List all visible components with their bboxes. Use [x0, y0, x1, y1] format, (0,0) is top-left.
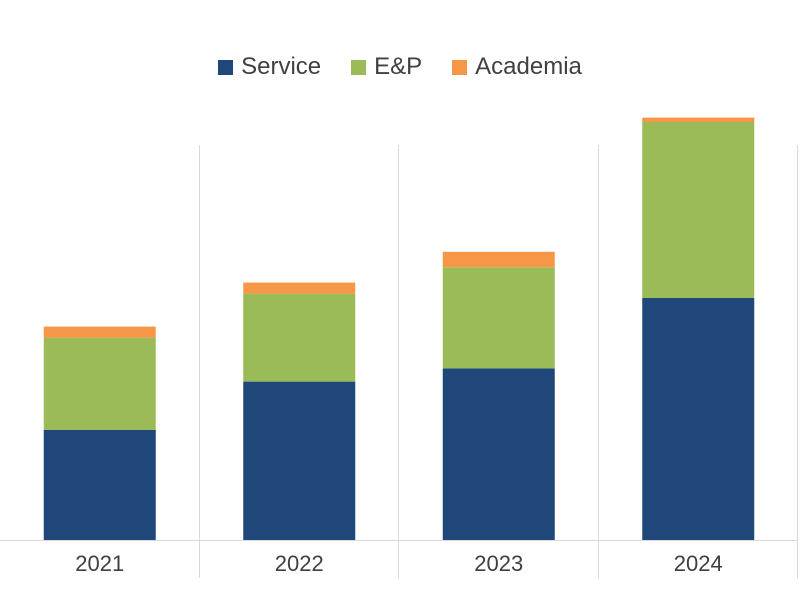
chart-grid [0, 145, 798, 578]
legend-label-ep: E&P [374, 53, 423, 80]
legend-swatch-academia [452, 59, 468, 75]
x-tick-label: 2024 [674, 551, 723, 576]
legend-item-ep[interactable]: E&P [351, 53, 422, 81]
legend-item-academia[interactable]: Academia [452, 53, 582, 81]
bar-e-p-2021[interactable] [43, 337, 156, 430]
bar-academia-2023[interactable] [442, 251, 555, 268]
legend-swatch-ep [351, 59, 367, 75]
x-axis-ticks: 2021 2022 2023 2024 [75, 551, 722, 576]
bar-academia-2024[interactable] [642, 117, 755, 122]
bar-e-p-2024[interactable] [642, 122, 755, 298]
bar-service-2024[interactable] [642, 298, 755, 540]
bar-academia-2021[interactable] [43, 326, 156, 338]
bar-academia-2022[interactable] [243, 282, 356, 294]
bar-e-p-2022[interactable] [243, 293, 356, 382]
bar-service-2023[interactable] [442, 368, 555, 540]
legend: Service E&P Academia [0, 50, 800, 84]
x-tick-label: 2021 [75, 551, 124, 576]
legend-label-academia: Academia [475, 53, 582, 80]
x-tick-label: 2023 [474, 551, 523, 576]
bar-service-2021[interactable] [43, 430, 156, 540]
x-tick-label: 2022 [275, 551, 324, 576]
bar-e-p-2023[interactable] [442, 267, 555, 369]
legend-item-service[interactable]: Service [218, 53, 321, 81]
bar-service-2022[interactable] [243, 381, 356, 540]
chart-bars [43, 117, 755, 540]
legend-label-service: Service [241, 53, 322, 80]
legend-swatch-service [218, 59, 234, 75]
